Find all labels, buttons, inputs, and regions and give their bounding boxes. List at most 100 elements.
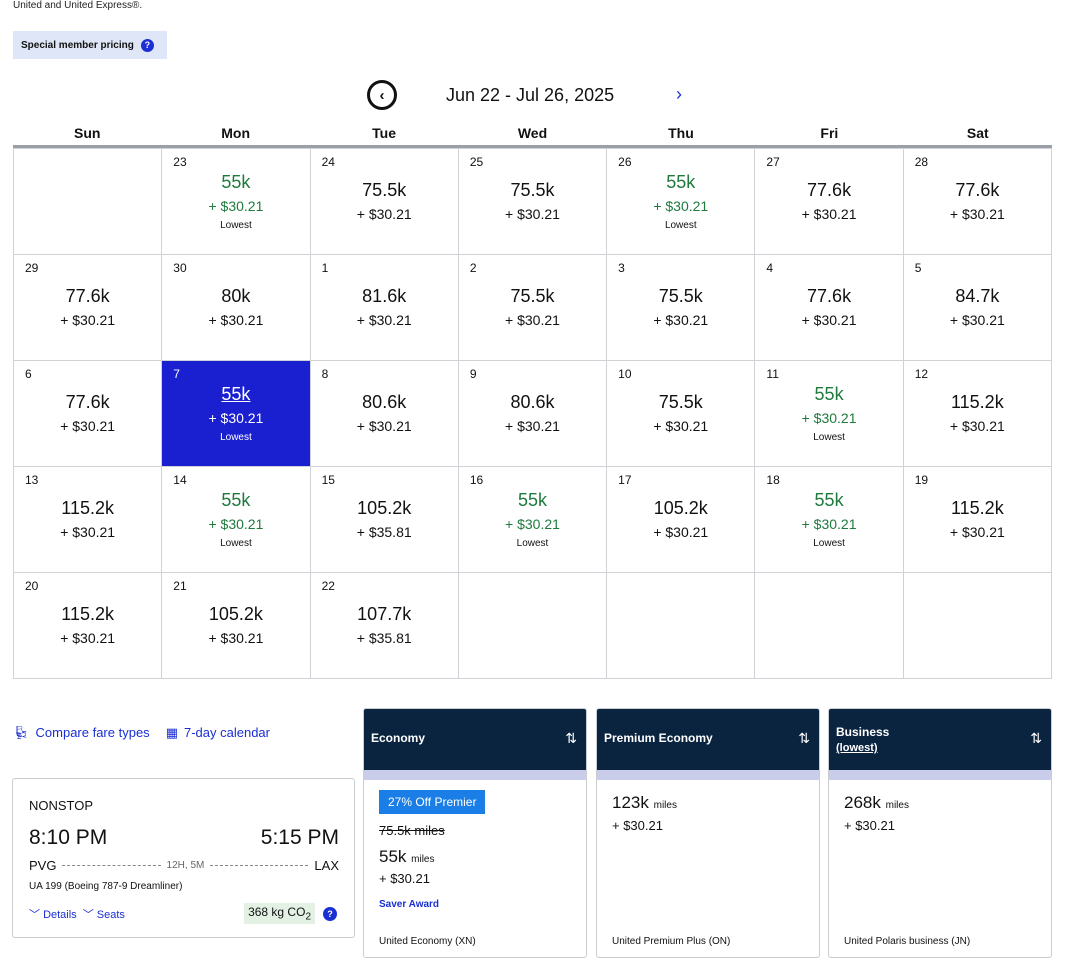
fare-header-bar [597, 770, 819, 780]
cabin-name: United Premium Plus (ON) [612, 936, 731, 947]
fare-body-business[interactable]: 268k miles + $30.21 United Polaris busin… [829, 780, 1051, 957]
day-tax: + $30.21 [801, 516, 857, 532]
day-tax: + $30.21 [505, 312, 560, 328]
day-tax: + $30.21 [356, 206, 412, 222]
miles-value: 268k [844, 793, 881, 812]
calendar-day-cell[interactable]: 12 115.2k + $30.21 [903, 360, 1052, 466]
details-link[interactable]: ﹀ Details [29, 906, 77, 922]
weekday-label: Sun [73, 125, 101, 141]
calendar-day-cell[interactable]: 3 75.5k + $30.21 [607, 254, 756, 360]
calendar-day-cell[interactable]: 11 55k + $30.21 Lowest [755, 360, 904, 466]
day-miles: 55k [517, 490, 547, 510]
fare-header-economy[interactable]: Economy ⇅ [364, 709, 586, 770]
flight-info: UA 199 (Boeing 787-9 Dreamliner) [29, 881, 183, 892]
day-tax: + $30.21 [60, 630, 116, 646]
miles-unit: miles [411, 854, 435, 865]
sort-arrows-icon[interactable]: ⇅ [565, 730, 577, 746]
calendar-day-cell[interactable]: 8 80.6k + $30.21 [310, 360, 459, 466]
day-number: 5 [914, 261, 922, 275]
day-tax: + $30.21 [356, 418, 412, 434]
miles-unit: miles [653, 800, 677, 811]
day-miles: 77.6k [65, 286, 110, 306]
business-header-sub[interactable]: (lowest) [836, 742, 878, 754]
prev-range-button[interactable]: ‹ [367, 80, 397, 110]
day-miles: 75.5k [510, 180, 555, 200]
calendar-day-cell[interactable]: 7 55k + $30.21 Lowest [162, 360, 311, 466]
calendar-day-cell[interactable]: 13 115.2k + $30.21 [14, 466, 163, 572]
sort-arrows-icon[interactable]: ⇅ [1030, 730, 1042, 746]
calendar-day-cell[interactable]: 6 77.6k + $30.21 [14, 360, 163, 466]
day-miles: 80.6k [362, 392, 407, 412]
calendar-day-cell[interactable]: 24 75.5k + $30.21 [310, 148, 459, 254]
day-miles: 80.6k [510, 392, 555, 412]
day-tax: + $30.21 [208, 312, 264, 328]
calendar-day-cell[interactable]: 25 75.5k + $30.21 [458, 148, 608, 254]
calendar-day-cell[interactable]: 16 55k + $30.21 Lowest [458, 466, 608, 572]
compare-fare-types-link[interactable]: 💺︎ Compare fare types [13, 725, 150, 741]
day-tax: + $30.21 [653, 524, 709, 540]
calendar-day-cell[interactable]: 1 81.6k + $30.21 [310, 254, 459, 360]
weekday-label: Sat [966, 125, 989, 141]
seven-day-calendar-link[interactable]: ▦ 7-day calendar [166, 725, 270, 741]
day-number: 10 [618, 367, 632, 381]
weekday-header: Sun Mon Tue Wed Thu Fri Sat [13, 125, 1052, 145]
calendar-day-cell[interactable]: 2 75.5k + $30.21 [458, 254, 608, 360]
calendar-day-cell[interactable]: 23 55k + $30.21 Lowest [162, 148, 311, 254]
day-miles: 55k [221, 172, 251, 192]
fare-column-business[interactable]: Business (lowest) ⇅ 268k miles + $30.21 U… [828, 708, 1052, 958]
day-tax: + $35.81 [356, 524, 412, 540]
fare-body-premium-economy[interactable]: 123k miles + $30.21 United Premium Plus … [597, 780, 819, 957]
calendar-day-cell[interactable]: 22 107.7k + $35.81 [310, 572, 459, 678]
calendar-day-cell[interactable]: 18 55k + $30.21 Lowest [755, 466, 904, 572]
day-tax: + $30.21 [949, 418, 1005, 434]
day-miles: 105.2k [208, 604, 263, 624]
calendar-day-cell[interactable]: 21 105.2k + $30.21 [162, 572, 311, 678]
day-number: 30 [173, 261, 187, 275]
route-dash [62, 864, 161, 866]
day-miles: 115.2k [61, 498, 114, 518]
destination-code: LAX [314, 857, 339, 873]
calendar-day-cell[interactable]: 26 55k + $30.21 Lowest [607, 148, 756, 254]
day-tax: + $30.21 [505, 206, 560, 222]
sort-arrows-icon[interactable]: ⇅ [798, 730, 810, 746]
fare-body-economy[interactable]: 27% Off Premier 75.5k miles 55k miles + … [364, 780, 586, 957]
question-icon[interactable]: ? [323, 906, 337, 921]
day-number: 1 [321, 261, 329, 275]
fare-header-premium-economy[interactable]: Premium Economy ⇅ [597, 709, 819, 770]
calendar-day-cell[interactable]: 17 105.2k + $30.21 [607, 466, 756, 572]
day-miles: 55k [666, 172, 696, 192]
fare-column-premium-economy[interactable]: Premium Economy ⇅ 123k miles + $30.21 Un… [596, 708, 820, 958]
calendar-day-cell[interactable]: 4 77.6k + $30.21 [755, 254, 904, 360]
calendar-day-cell[interactable]: 19 115.2k + $30.21 [903, 466, 1052, 572]
flight-card: NONSTOP 8:10 PM 5:15 PM PVG 12H, 5M LAX … [12, 778, 355, 938]
day-miles: 80k [221, 286, 251, 306]
day-tax: + $30.21 [505, 516, 560, 532]
calendar-day-cell[interactable]: 14 55k + $30.21 Lowest [162, 466, 311, 572]
calendar-day-cell[interactable]: 20 115.2k + $30.21 [14, 572, 163, 678]
calendar-day-cell[interactable]: 10 75.5k + $30.21 [607, 360, 756, 466]
question-icon[interactable]: ? [140, 38, 154, 52]
cabin-name: United Polaris business (JN) [844, 936, 971, 947]
calendar-day-cell[interactable]: 5 84.7k + $30.21 [903, 254, 1052, 360]
calendar-day-cell[interactable]: 9 80.6k + $30.21 [458, 360, 608, 466]
fare-header-business[interactable]: Business (lowest) ⇅ [829, 709, 1051, 770]
day-number: 23 [173, 155, 187, 169]
cabin-name: United Economy (XN) [379, 936, 476, 947]
calendar-day-cell[interactable]: 30 80k + $30.21 [162, 254, 311, 360]
fare-header-bar [364, 770, 586, 780]
day-miles: 105.2k [357, 498, 412, 518]
day-number: 12 [914, 367, 929, 381]
calendar-day-cell[interactable]: 15 105.2k + $35.81 [310, 466, 459, 572]
arrival-time: 5:15 PM [260, 826, 339, 849]
weekday-label: Wed [517, 125, 548, 141]
fare-column-economy[interactable]: Economy ⇅ 27% Off Premier 75.5k miles 55… [363, 708, 587, 958]
chevron-down-icon: ﹀ [82, 909, 94, 921]
day-tax: + $30.21 [949, 312, 1005, 328]
calendar-day-cell[interactable]: 28 77.6k + $30.21 [903, 148, 1052, 254]
day-miles: 75.5k [510, 286, 555, 306]
calendar-day-cell[interactable]: 29 77.6k + $30.21 [14, 254, 163, 360]
calendar-day-cell[interactable]: 27 77.6k + $30.21 [755, 148, 904, 254]
seats-link[interactable]: ﹀ Seats [83, 906, 125, 922]
day-miles: 81.6k [362, 286, 407, 306]
next-range-button[interactable]: › [676, 84, 682, 105]
